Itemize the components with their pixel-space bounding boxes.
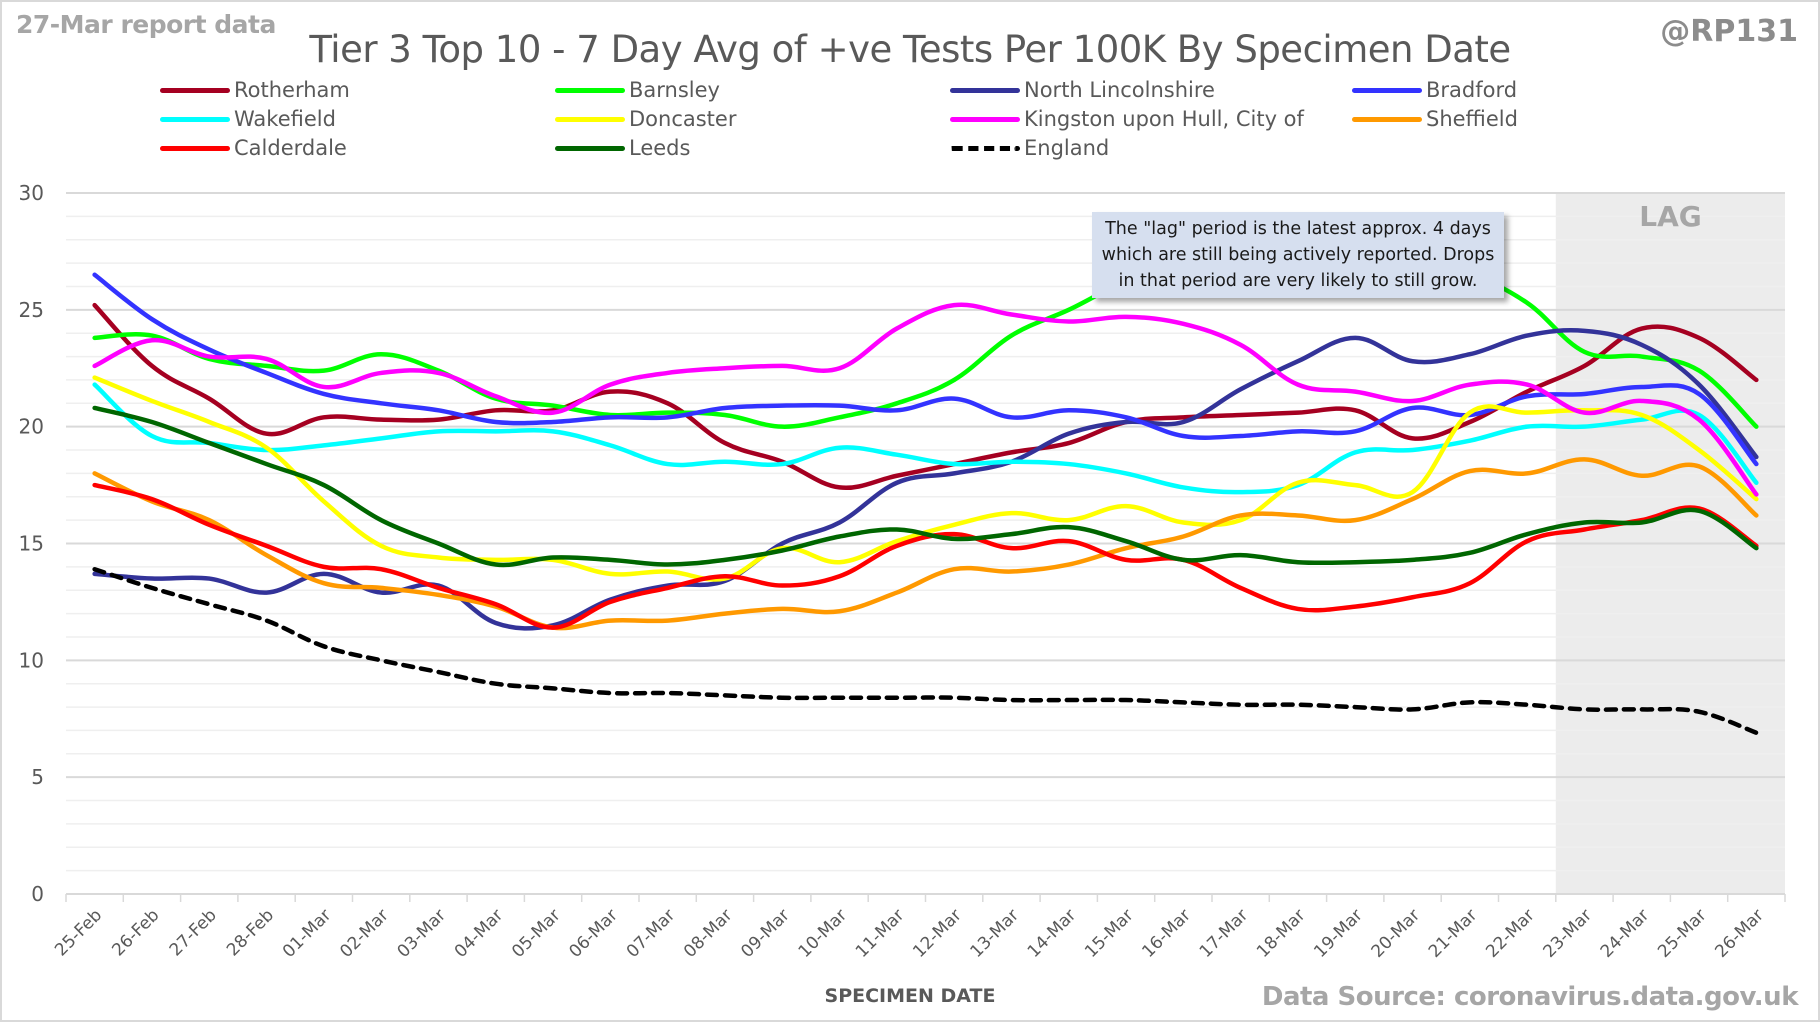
x-tick-label: 08-Mar <box>680 905 736 961</box>
y-tick-labels: 0 5 10 15 20 25 30 <box>19 181 44 906</box>
legend-swatch <box>555 145 625 151</box>
x-tick-label: 17-Mar <box>1196 905 1252 961</box>
series-line-kingston-upon-hull-city-of <box>92 302 1759 497</box>
legend-label: Kingston upon Hull, City of <box>1024 107 1304 131</box>
legend-item-calderdale: Calderdale <box>160 134 347 162</box>
legend-swatch <box>555 87 625 93</box>
legend-item-rotherham: Rotherham <box>160 76 350 104</box>
y-tick-label: 30 <box>19 181 44 205</box>
x-tick-label: 22-Mar <box>1482 905 1538 961</box>
legend-item-north-lincolnshire: North Lincolnshire <box>950 76 1215 104</box>
x-tick-label: 24-Mar <box>1597 905 1653 961</box>
lag-annotation-box: The "lag" period is the latest approx. 4… <box>1092 212 1504 298</box>
report-date-label: 27-Mar report data <box>16 10 276 39</box>
legend-label: Calderdale <box>234 136 347 160</box>
x-tick-label: 27-Feb <box>166 905 221 960</box>
legend-label: Leeds <box>629 136 691 160</box>
author-handle: @RP131 <box>1660 14 1798 49</box>
x-tick-label: 05-Mar <box>508 905 564 961</box>
series-line-leeds <box>92 405 1759 568</box>
x-tick-label: 28-Feb <box>223 905 278 960</box>
x-axis-title: SPECIMEN DATE <box>824 985 996 1007</box>
x-tick-label: 12-Mar <box>909 905 965 961</box>
series-line-doncaster <box>92 375 1759 582</box>
x-tick-label: 09-Mar <box>737 905 793 961</box>
legend-swatch <box>160 116 230 122</box>
legend-label: Doncaster <box>629 107 737 131</box>
x-tick-label: 10-Mar <box>795 905 851 961</box>
x-tick-label: 13-Mar <box>967 905 1023 961</box>
legend-label: Wakefield <box>234 107 336 131</box>
y-tick-label: 20 <box>19 415 44 439</box>
legend-swatch <box>1352 87 1422 93</box>
x-tick-label: 04-Mar <box>451 905 507 961</box>
legend-item-leeds: Leeds <box>555 134 690 162</box>
legend-label: Sheffield <box>1426 107 1518 131</box>
x-tick-label: 26-Mar <box>1711 905 1767 961</box>
legend-label: Rotherham <box>234 78 350 102</box>
x-tick-label: 02-Mar <box>336 905 392 961</box>
legend-label: Bradford <box>1426 78 1518 102</box>
y-tick-label: 10 <box>19 648 44 672</box>
lag-label: LAG <box>1639 200 1702 233</box>
legend-swatch <box>160 145 230 151</box>
legend-item-england: England <box>950 134 1109 162</box>
chart-title: Tier 3 Top 10 - 7 Day Avg of +ve Tests P… <box>309 28 1511 71</box>
legend-label: North Lincolnshire <box>1024 78 1215 102</box>
x-tick-label: 19-Mar <box>1310 905 1366 961</box>
axes <box>65 893 1786 902</box>
series-line-bradford <box>92 272 1759 467</box>
legend-swatch <box>950 116 1020 122</box>
y-tick-label: 5 <box>31 765 44 789</box>
x-tick-label: 11-Mar <box>852 905 908 961</box>
x-tick-label: 14-Mar <box>1024 905 1080 961</box>
x-tick-label: 25-Mar <box>1654 905 1710 961</box>
legend-swatch <box>950 87 1020 93</box>
legend-swatch <box>1352 116 1422 122</box>
x-tick-label: 21-Mar <box>1425 905 1481 961</box>
legend-swatch <box>555 116 625 122</box>
legend-label: Barnsley <box>629 78 720 102</box>
y-tick-label: 25 <box>19 298 44 322</box>
x-tick-label: 15-Mar <box>1081 905 1137 961</box>
legend-item-barnsley: Barnsley <box>555 76 720 104</box>
series-lines <box>92 260 1759 736</box>
y-tick-label: 0 <box>31 882 44 906</box>
series-line-north-lincolnshire <box>92 328 1759 631</box>
x-tick-labels: 25-Feb 26-Feb 27-Feb 28-Feb 01-Mar 02-Mar 03-M… <box>51 905 1768 961</box>
x-tick-label: 18-Mar <box>1253 905 1309 961</box>
legend-swatch <box>950 145 1020 151</box>
series-line-sheffield <box>92 457 1759 631</box>
y-tick-label: 15 <box>19 532 44 556</box>
series-line-rotherham <box>92 302 1759 491</box>
x-tick-label: 25-Feb <box>51 905 106 960</box>
lag-annotation-text: The "lag" period is the latest approx. 4… <box>1101 219 1495 291</box>
series-line-wakefield <box>92 382 1759 495</box>
data-source: Data Source: coronavirus.data.gov.uk <box>1261 982 1799 1012</box>
legend-swatch <box>160 87 230 93</box>
legend-item-kingston-upon-hull-city-of: Kingston upon Hull, City of <box>950 105 1304 133</box>
series-line-england <box>92 566 1759 736</box>
x-tick-label: 07-Mar <box>623 905 679 961</box>
legend-item-doncaster: Doncaster <box>555 105 736 133</box>
legend-label: England <box>1024 136 1110 160</box>
x-tick-label: 16-Mar <box>1138 905 1194 961</box>
x-tick-label: 23-Mar <box>1540 905 1596 961</box>
legend-item-bradford: Bradford <box>1352 76 1517 104</box>
legend-item-wakefield: Wakefield <box>160 105 336 133</box>
x-tick-label: 06-Mar <box>565 905 621 961</box>
x-tick-label: 26-Feb <box>108 905 163 960</box>
series-line-calderdale <box>92 482 1759 630</box>
x-tick-label: 03-Mar <box>394 905 450 961</box>
x-tick-label: 20-Mar <box>1368 905 1424 961</box>
legend-item-sheffield: Sheffield <box>1352 105 1518 133</box>
x-tick-label: 01-Mar <box>279 905 335 961</box>
